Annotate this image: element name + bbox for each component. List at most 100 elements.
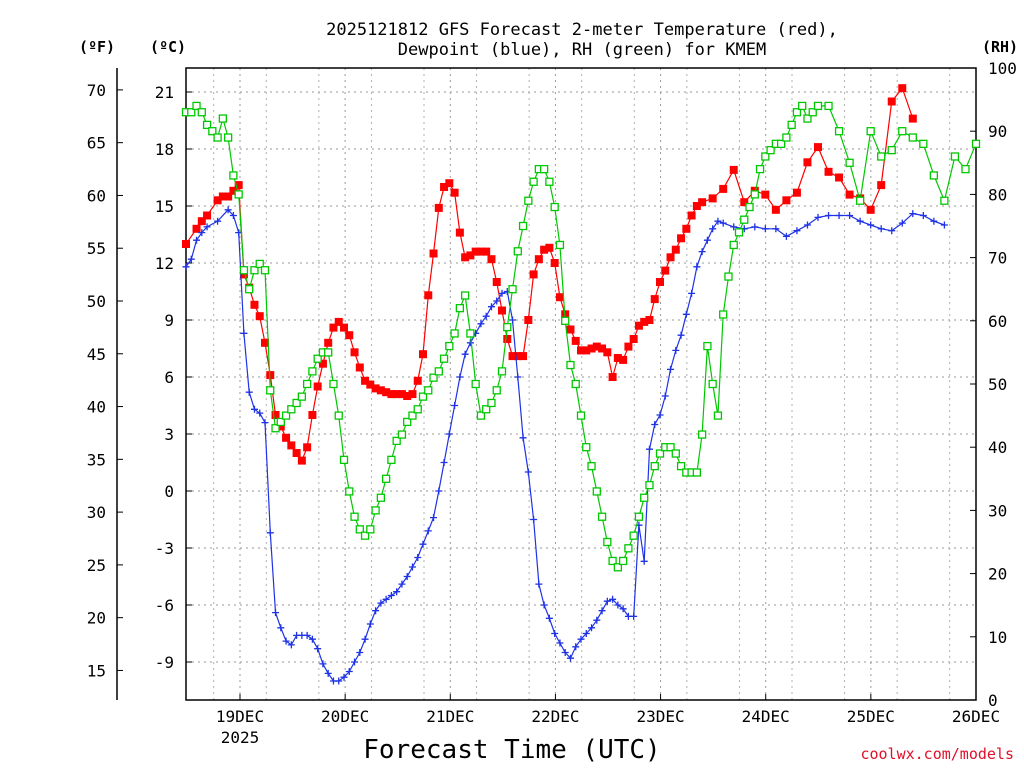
data-point: [908, 114, 917, 123]
data-point: [576, 411, 586, 420]
data-point: [629, 335, 638, 343]
data-point: [856, 217, 864, 225]
x-tick-label: 21DEC: [426, 707, 474, 726]
rh-tick-label: 60: [988, 312, 1007, 331]
data-point: [708, 379, 717, 389]
data-point: [540, 601, 548, 609]
data-point: [661, 392, 669, 400]
data-point: [703, 236, 711, 244]
data-point: [834, 127, 844, 136]
data-point: [451, 402, 459, 409]
data-point: [387, 455, 396, 464]
data-point: [782, 133, 791, 142]
data-point: [751, 223, 759, 231]
data-point: [319, 660, 327, 668]
data-point: [303, 443, 312, 452]
data-point: [624, 544, 633, 553]
data-point: [324, 669, 332, 677]
data-point: [619, 355, 628, 364]
data-point: [282, 637, 290, 645]
data-point: [466, 339, 474, 347]
data-point: [524, 468, 532, 476]
data-point: [350, 512, 359, 521]
data-point: [603, 537, 612, 547]
data-point: [898, 127, 907, 136]
data-point: [666, 253, 675, 262]
data-point: [456, 373, 464, 381]
data-point: [334, 317, 343, 326]
data-point: [656, 411, 664, 419]
data-point: [508, 285, 517, 294]
data-point: [366, 525, 375, 534]
series-layer: [181, 84, 981, 685]
data-point: [592, 487, 601, 496]
data-point: [476, 411, 486, 420]
data-point: [182, 263, 190, 271]
data-point: [651, 421, 659, 428]
chart-title-line1: 2025121812 GFS Forecast 2-meter Temperat…: [326, 20, 838, 40]
rh-tick-label: 10: [988, 628, 1007, 647]
data-point: [709, 225, 717, 233]
data-point: [419, 350, 427, 359]
data-point: [487, 398, 496, 408]
data-point: [930, 217, 938, 225]
data-point: [740, 215, 749, 224]
data-point: [408, 411, 417, 420]
data-point: [345, 331, 354, 340]
data-point: [214, 217, 222, 225]
rh-tick-label: 50: [988, 375, 1007, 394]
data-point: [245, 388, 253, 396]
data-point: [688, 289, 696, 297]
data-point: [603, 348, 612, 357]
data-point: [719, 219, 727, 227]
data-point: [487, 255, 496, 264]
x-tick-label: 25DEC: [847, 707, 895, 726]
data-point: [630, 612, 638, 620]
data-point: [355, 363, 364, 372]
axes: 211815129630-3-6-97065605550454035302520…: [87, 59, 1017, 747]
data-point: [524, 316, 533, 324]
data-point: [261, 419, 269, 427]
data-point: [487, 303, 495, 311]
data-point: [408, 563, 416, 571]
x-tick-label: 23DEC: [636, 707, 684, 726]
fahrenheit-tick-label: 35: [87, 450, 106, 469]
series-line: [186, 104, 977, 569]
data-point: [493, 297, 501, 305]
data-point: [345, 487, 354, 496]
data-point: [887, 97, 896, 106]
data-point: [730, 223, 738, 231]
data-point: [572, 643, 580, 651]
data-point: [814, 213, 822, 221]
data-point: [372, 607, 380, 615]
data-point: [445, 179, 454, 188]
data-point: [250, 266, 259, 275]
data-point: [640, 493, 649, 502]
data-point: [387, 592, 395, 599]
data-point: [608, 556, 617, 566]
celsius-tick-label: 12: [155, 254, 174, 273]
data-point: [203, 223, 211, 231]
x-tick-label: 20DEC: [321, 707, 369, 726]
data-point: [708, 194, 717, 203]
data-point: [792, 188, 801, 197]
data-point: [193, 236, 201, 244]
data-point: [256, 409, 264, 417]
data-point: [682, 224, 691, 233]
data-point: [529, 270, 538, 279]
data-point: [418, 392, 428, 401]
data-point: [350, 348, 359, 357]
fahrenheit-tick-label: 15: [87, 661, 106, 680]
data-point: [355, 525, 364, 534]
data-point: [271, 411, 280, 419]
celsius-tick-label: 9: [164, 311, 174, 330]
data-point: [650, 295, 659, 304]
data-point: [898, 219, 906, 227]
rh-tick-label: 100: [988, 59, 1017, 78]
data-point: [676, 462, 686, 471]
celsius-tick-label: 18: [155, 140, 174, 159]
data-point: [240, 329, 248, 337]
data-point: [971, 139, 981, 148]
data-point: [561, 649, 569, 656]
data-point: [940, 221, 948, 229]
